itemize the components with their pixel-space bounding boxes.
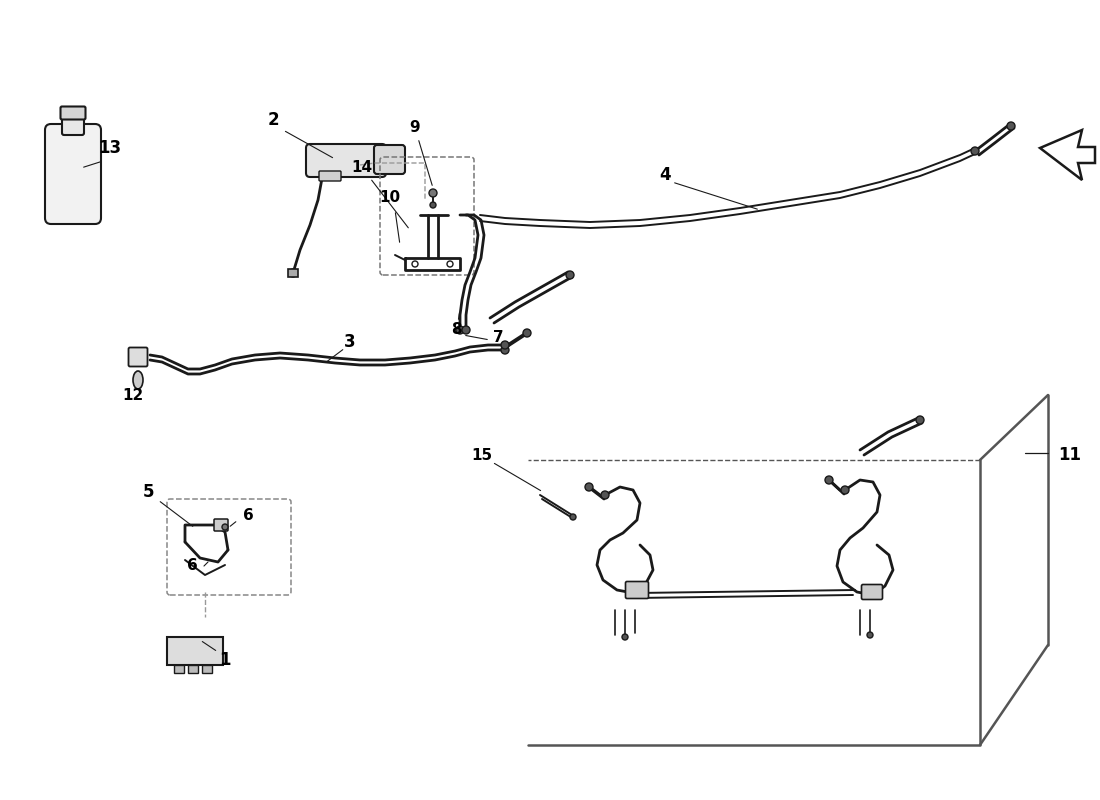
- Ellipse shape: [971, 147, 979, 155]
- Ellipse shape: [430, 202, 436, 208]
- Ellipse shape: [842, 486, 849, 494]
- Ellipse shape: [500, 346, 509, 354]
- Ellipse shape: [566, 271, 574, 279]
- FancyBboxPatch shape: [288, 269, 298, 277]
- Ellipse shape: [601, 491, 609, 499]
- FancyBboxPatch shape: [214, 519, 228, 531]
- Ellipse shape: [133, 371, 143, 389]
- Ellipse shape: [429, 189, 437, 197]
- Ellipse shape: [412, 261, 418, 267]
- FancyBboxPatch shape: [374, 145, 405, 174]
- Text: 13: 13: [98, 139, 122, 157]
- Text: 2: 2: [267, 111, 278, 129]
- Text: 7: 7: [493, 330, 504, 346]
- Ellipse shape: [500, 341, 509, 349]
- Ellipse shape: [867, 632, 873, 638]
- Ellipse shape: [585, 483, 593, 491]
- Ellipse shape: [570, 514, 576, 520]
- Text: 1: 1: [219, 651, 231, 669]
- Ellipse shape: [447, 261, 453, 267]
- Ellipse shape: [289, 269, 297, 277]
- FancyBboxPatch shape: [174, 665, 184, 673]
- Text: 14: 14: [351, 161, 373, 175]
- FancyBboxPatch shape: [202, 665, 212, 673]
- Ellipse shape: [462, 326, 470, 334]
- Text: 15: 15: [472, 447, 493, 462]
- Text: 6: 6: [187, 558, 197, 573]
- FancyBboxPatch shape: [319, 171, 341, 181]
- Text: 8: 8: [451, 322, 461, 338]
- Text: 5: 5: [142, 483, 154, 501]
- Text: 9: 9: [409, 121, 420, 135]
- Ellipse shape: [621, 634, 628, 640]
- Ellipse shape: [522, 329, 531, 337]
- FancyBboxPatch shape: [626, 582, 649, 598]
- FancyBboxPatch shape: [861, 585, 882, 599]
- Ellipse shape: [456, 326, 464, 334]
- Text: 3: 3: [344, 333, 355, 351]
- FancyBboxPatch shape: [129, 347, 147, 366]
- Text: 10: 10: [379, 190, 400, 206]
- FancyBboxPatch shape: [188, 665, 198, 673]
- Text: 6: 6: [243, 509, 253, 523]
- Ellipse shape: [825, 476, 833, 484]
- FancyBboxPatch shape: [306, 144, 386, 177]
- Ellipse shape: [1006, 122, 1015, 130]
- Ellipse shape: [916, 416, 924, 424]
- Ellipse shape: [222, 524, 228, 530]
- FancyBboxPatch shape: [45, 124, 101, 224]
- Polygon shape: [1040, 130, 1094, 180]
- FancyBboxPatch shape: [167, 637, 223, 665]
- Text: 12: 12: [122, 387, 144, 402]
- Text: 11: 11: [1058, 446, 1081, 464]
- FancyBboxPatch shape: [62, 113, 84, 135]
- Text: 4: 4: [659, 166, 671, 184]
- FancyBboxPatch shape: [60, 106, 86, 119]
